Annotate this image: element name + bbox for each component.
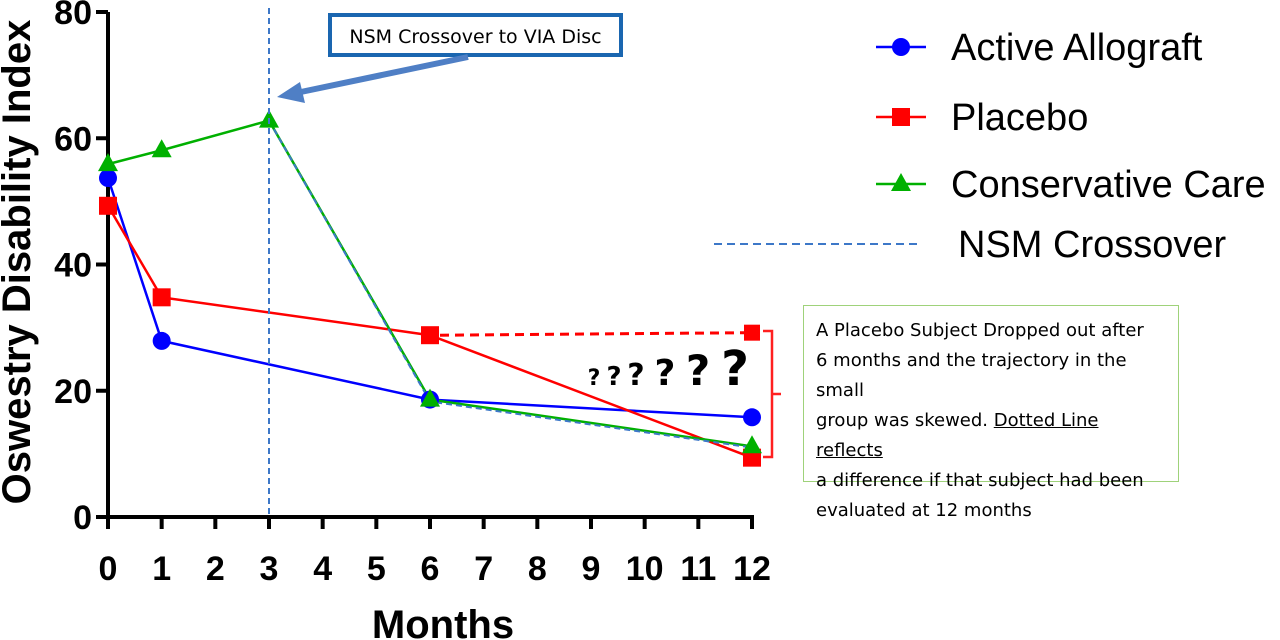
data-point	[99, 169, 117, 188]
data-point	[891, 173, 911, 191]
y-tick-label: 80	[54, 0, 92, 32]
axes	[106, 12, 754, 519]
x-tick-label: 10	[626, 550, 664, 588]
data-point	[99, 196, 117, 215]
y-tick-label: 20	[54, 373, 92, 411]
data-point	[743, 408, 761, 427]
placebo-dropout-note: A Placebo Subject Dropped out after 6 mo…	[803, 305, 1179, 521]
x-tick-label: 6	[421, 550, 440, 588]
note-underlined-text: Dotted Line reflects	[816, 410, 1099, 461]
note-line: a difference if that subject had been	[816, 470, 1144, 491]
y-tick-label: 60	[54, 120, 92, 158]
legend-label: Active Allograft	[951, 27, 1203, 69]
legend-label: NSM Crossover	[958, 224, 1226, 266]
data-point	[892, 38, 910, 56]
x-tick-label: 11	[680, 550, 716, 588]
placebo-projection-line	[439, 331, 753, 337]
x-tick-label: 0	[99, 550, 118, 588]
question-mark: ?	[627, 358, 644, 393]
data-point	[892, 108, 910, 126]
x-tick-label: 2	[206, 550, 225, 588]
data-point	[152, 288, 171, 307]
series-layer	[98, 109, 762, 467]
y-tick-label: 0	[73, 499, 92, 537]
legend-label: Conservative Care	[951, 164, 1266, 206]
legend-label: Placebo	[951, 97, 1088, 139]
x-tick-label: 5	[367, 550, 386, 588]
x-axis-title: Months	[372, 603, 514, 640]
data-point	[98, 153, 118, 172]
y-tick-label: 40	[54, 247, 92, 285]
data-point	[151, 139, 172, 158]
series-line	[106, 177, 753, 419]
data-point	[742, 435, 762, 454]
y-axis-title: Oswestry Disability Index	[0, 20, 39, 505]
question-mark: ?	[686, 346, 710, 395]
question-mark: ?	[721, 341, 749, 397]
data-point	[420, 388, 440, 407]
series-line	[106, 205, 753, 459]
data-point	[152, 331, 171, 350]
question-mark: ?	[655, 353, 676, 394]
note-line: group was skewed. Dotted Line reflects	[816, 406, 1166, 466]
x-tick-label: 9	[582, 550, 601, 588]
crossover-path-line	[268, 120, 753, 449]
legend: Active Allograft Placebo Conservative Care…	[714, 27, 1266, 266]
note-line-text: group was skewed.	[816, 410, 994, 431]
callout-arrow-head	[277, 82, 305, 103]
x-tick-label: 12	[733, 550, 771, 588]
x-tick-label: 7	[474, 550, 493, 588]
placebo-projection-marker	[744, 324, 760, 341]
x-tick-label: 4	[313, 550, 332, 588]
x-tick-label: 3	[260, 550, 279, 588]
annotation-layer: NSM Crossover to VIA Disc??????	[268, 8, 781, 517]
x-tick-label: 1	[152, 550, 171, 588]
red-bracket	[763, 329, 781, 459]
note-line: A Placebo Subject Dropped out after	[816, 320, 1144, 341]
callout-arrow-shaft	[295, 54, 469, 96]
callout-box	[328, 13, 623, 57]
note-line: 6 months and the trajectory in the small	[816, 350, 1127, 401]
data-point	[421, 326, 439, 345]
note-line: evaluated at 12 months	[816, 500, 1032, 521]
x-tick-label: 8	[528, 550, 547, 588]
question-mark: ?	[606, 362, 621, 392]
question-mark: ?	[588, 366, 601, 391]
callout-text: NSM Crossover to VIA Disc	[349, 26, 601, 48]
